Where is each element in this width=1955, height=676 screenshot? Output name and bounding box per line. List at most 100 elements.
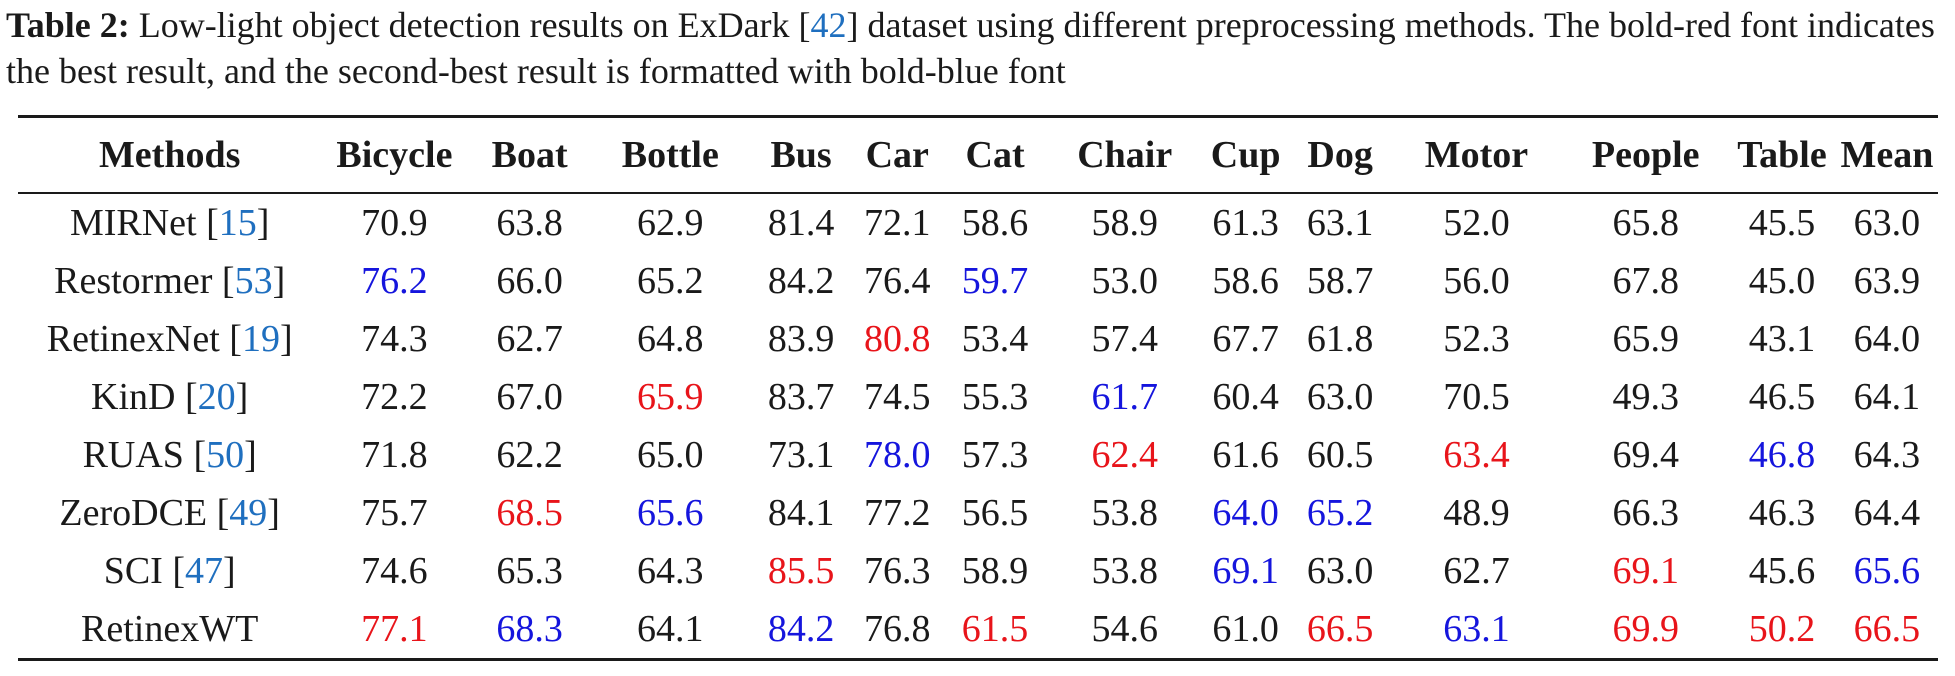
- value-cell-boat: 62.7: [496, 318, 563, 360]
- table-row: RetinexWT 77.1 68.3 64.1 84.2 76.8 61.5 54.6 61.…: [18, 600, 1938, 661]
- value-cell-mean: 64.3: [1853, 434, 1921, 476]
- value-cell-car: 76.3: [863, 550, 931, 592]
- value-cell-table: 50.2: [1728, 600, 1836, 661]
- caption-citation[interactable]: 42: [810, 5, 847, 45]
- value-cell-motor: 48.9: [1443, 492, 1510, 534]
- header-cup: Cup: [1200, 115, 1291, 194]
- value-cell-chair: 54.6: [1048, 600, 1201, 661]
- value-cell-boat: 67.0: [496, 376, 563, 418]
- method-citation[interactable]: [53]: [212, 260, 286, 302]
- method-name: RetinexWT: [81, 608, 259, 650]
- value-cell-cup: 64.0: [1212, 492, 1279, 534]
- header-row: Methods Bicycle Boat Bottle Bus Car Cat Chair Cu…: [18, 115, 1938, 194]
- method-name: RetinexNet: [46, 318, 220, 360]
- value-cell-bus: 84.2: [767, 260, 835, 302]
- value-cell-table: 43.1: [1748, 318, 1816, 360]
- value-cell-cup: 67.7: [1212, 318, 1279, 360]
- method-citation[interactable]: [15]: [196, 202, 270, 244]
- value-cell-bottle: 65.0: [637, 434, 704, 476]
- value-cell-cat: 55.3: [961, 376, 1029, 418]
- value-cell-motor: 63.4: [1443, 434, 1510, 476]
- method-name: RUAS: [82, 434, 184, 476]
- value-cell-dog: 63.1: [1306, 202, 1374, 244]
- value-cell-bus: 73.1: [767, 434, 835, 476]
- value-cell-car: 72.1: [863, 202, 931, 244]
- header-dog: Dog: [1290, 115, 1390, 194]
- value-cell-dog: 63.0: [1306, 550, 1374, 592]
- header-boat: Boat: [467, 115, 592, 194]
- value-cell-bottle: 65.9: [637, 376, 704, 418]
- value-cell-car: 78.0: [863, 434, 931, 476]
- method-cell: ZeroDCE [49]: [18, 484, 321, 542]
- header-methods: Methods: [18, 115, 322, 194]
- value-cell-cat: 57.3: [961, 434, 1029, 476]
- value-cell-chair: 61.7: [1091, 376, 1158, 418]
- value-cell-cup: 61.6: [1212, 434, 1279, 476]
- value-cell-mean: 64.0: [1853, 318, 1921, 360]
- results-table: Methods Bicycle Boat Bottle Bus Car Cat Chair Cu…: [18, 115, 1938, 661]
- value-cell-mean: 63.9: [1853, 260, 1921, 302]
- caption-label: Table 2:: [6, 5, 130, 45]
- method-cell: Restormer [53]: [18, 252, 321, 310]
- value-cell-bottle: 64.1: [591, 600, 749, 661]
- header-people: People: [1563, 115, 1729, 194]
- method-cell: RetinexNet [19]: [18, 310, 321, 368]
- value-cell-boat: 62.2: [496, 434, 563, 476]
- value-cell-bus: 84.2: [748, 600, 854, 661]
- value-cell-people: 67.8: [1612, 260, 1679, 302]
- value-cell-mean: 66.5: [1835, 600, 1938, 661]
- value-cell-bus: 85.5: [767, 550, 835, 592]
- value-cell-bus: 84.1: [767, 492, 835, 534]
- value-cell-bottle: 64.8: [637, 318, 704, 360]
- value-cell-bicycle: 70.9: [361, 202, 428, 244]
- method-cell: RetinexWT: [18, 600, 322, 661]
- value-cell-boat: 66.0: [496, 260, 563, 302]
- value-cell-cat: 56.5: [961, 492, 1029, 534]
- value-cell-people: 69.4: [1612, 434, 1679, 476]
- value-cell-people: 69.1: [1612, 550, 1679, 592]
- table-row: MIRNet [15] 70.9 63.8 62.9 81.4 72.1 58.6 58.9 6…: [18, 193, 1938, 252]
- value-cell-bicycle: 72.2: [361, 376, 428, 418]
- header-car: Car: [853, 115, 942, 194]
- value-cell-dog: 61.8: [1306, 318, 1374, 360]
- method-citation[interactable]: [20]: [175, 376, 249, 418]
- value-cell-car: 74.5: [863, 376, 931, 418]
- method-citation[interactable]: [50]: [183, 434, 257, 476]
- method-name: KinD: [91, 376, 176, 418]
- header-bottle: Bottle: [591, 115, 749, 194]
- value-cell-bus: 83.7: [767, 376, 835, 418]
- value-cell-motor: 63.1: [1389, 600, 1564, 661]
- value-cell-table: 46.3: [1748, 492, 1816, 534]
- value-cell-motor: 62.7: [1443, 550, 1510, 592]
- method-citation[interactable]: [49]: [207, 492, 280, 534]
- header-table: Table: [1728, 115, 1836, 194]
- value-cell-cup: 60.4: [1212, 376, 1279, 418]
- caption-text-after: ] dataset using different preprocessing …: [6, 5, 1935, 91]
- method-name: ZeroDCE: [59, 492, 208, 534]
- value-cell-table: 45.0: [1748, 260, 1816, 302]
- value-cell-cat: 59.7: [961, 260, 1029, 302]
- caption-text-before: Low-light object detection results on Ex…: [129, 5, 811, 45]
- value-cell-bottle: 62.9: [637, 202, 704, 244]
- value-cell-motor: 52.0: [1443, 202, 1510, 244]
- value-cell-chair: 62.4: [1091, 434, 1158, 476]
- value-cell-bus: 81.4: [767, 202, 835, 244]
- value-cell-bicycle: 74.3: [361, 318, 428, 360]
- method-citation[interactable]: [19]: [219, 318, 293, 360]
- value-cell-chair: 57.4: [1091, 318, 1158, 360]
- value-cell-cup: 69.1: [1212, 550, 1279, 592]
- value-cell-bottle: 65.6: [637, 492, 704, 534]
- value-cell-car: 77.2: [863, 492, 931, 534]
- method-name: SCI: [103, 550, 163, 592]
- method-cell: MIRNet [15]: [18, 193, 321, 252]
- value-cell-dog: 60.5: [1306, 434, 1374, 476]
- value-cell-bus: 83.9: [767, 318, 835, 360]
- method-citation[interactable]: [47]: [162, 550, 236, 592]
- value-cell-bottle: 65.2: [637, 260, 704, 302]
- table-row: ZeroDCE [49] 75.7 68.5 65.6 84.1 77.2 56.5 53.8…: [18, 484, 1938, 542]
- value-cell-dog: 66.5: [1290, 600, 1390, 661]
- value-cell-people: 65.8: [1612, 202, 1679, 244]
- header-cat: Cat: [941, 115, 1049, 194]
- value-cell-dog: 63.0: [1306, 376, 1374, 418]
- value-cell-chair: 58.9: [1091, 202, 1158, 244]
